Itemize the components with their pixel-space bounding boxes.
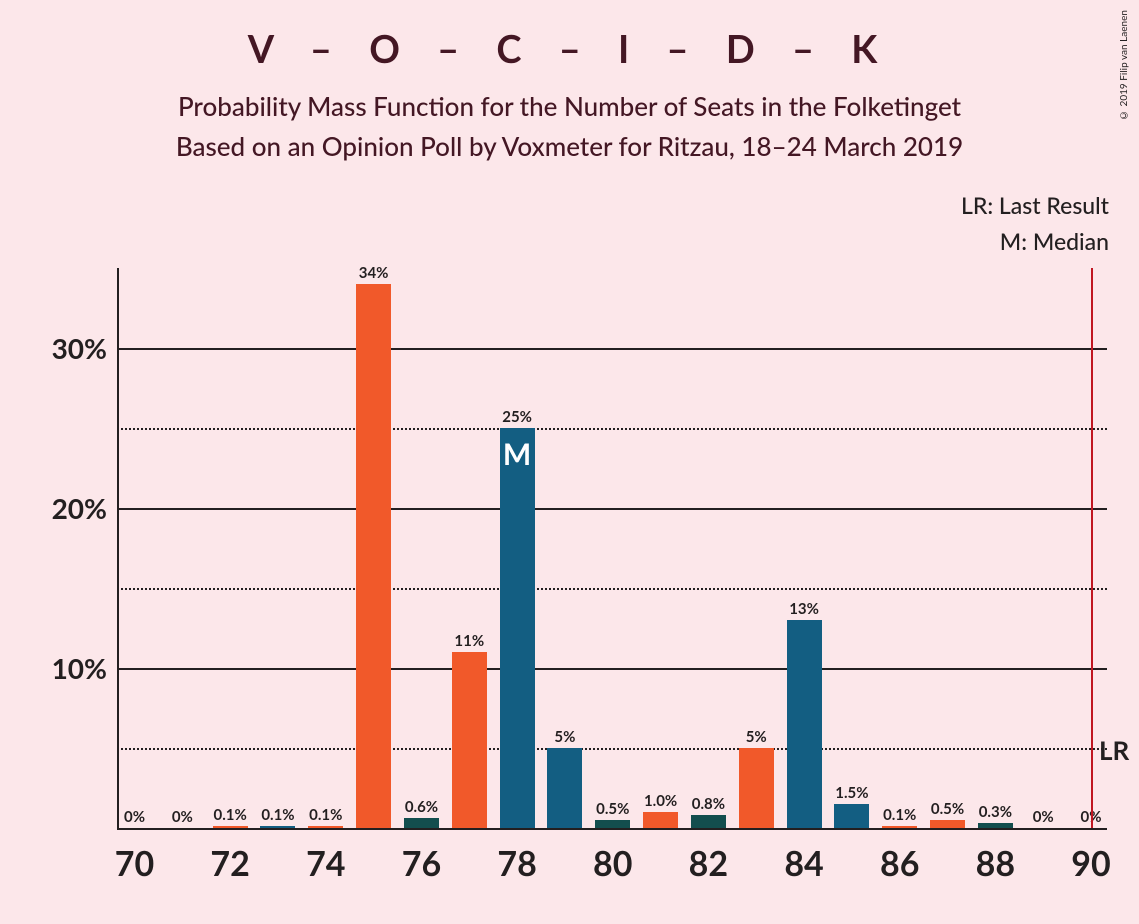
bar	[643, 812, 678, 828]
gridline-major	[117, 348, 1107, 350]
x-axis-baseline	[117, 828, 1107, 830]
y-axis-label: 30%	[52, 331, 107, 365]
gridline-minor	[117, 428, 1107, 430]
bar-value-label: 0.1%	[309, 806, 342, 824]
legend: LR: Last Result M: Median	[961, 188, 1109, 259]
bar-value-label: 1.0%	[644, 792, 677, 810]
bar-value-label: 0.1%	[261, 806, 294, 824]
gridline-minor	[117, 588, 1107, 590]
chart-area: 10%20%30%70727476788082848688900%0%0.1%0…	[117, 268, 1107, 828]
bar-value-label: 0.6%	[405, 798, 438, 816]
bar	[452, 652, 487, 828]
bar	[739, 748, 774, 828]
bar	[930, 820, 965, 828]
median-marker: M	[503, 436, 531, 472]
subtitle-line-2: Based on an Opinion Poll by Voxmeter for…	[0, 126, 1139, 166]
bar-value-label: 0%	[1033, 808, 1054, 826]
bar-value-label: 0.3%	[979, 803, 1012, 821]
y-axis-label: 10%	[52, 651, 107, 685]
bar-value-label: 25%	[502, 408, 532, 426]
bar-value-label: 5%	[554, 728, 575, 746]
bar-value-label: 5%	[746, 728, 767, 746]
bar	[595, 820, 630, 828]
bar	[356, 284, 391, 828]
gridline-major	[117, 668, 1107, 670]
bar-value-label: 0.5%	[931, 800, 964, 818]
bar	[213, 826, 248, 828]
x-axis-label: 82	[689, 843, 728, 884]
bar	[787, 620, 822, 828]
bar-value-label: 0.8%	[692, 795, 725, 813]
bar	[882, 826, 917, 828]
gridline-major	[117, 508, 1107, 510]
chart-title: V – O – C – I – D – K	[0, 0, 1139, 72]
lr-label: LR	[1099, 734, 1129, 766]
legend-m: M: Median	[961, 224, 1109, 260]
gridline-minor	[117, 748, 1107, 750]
bar-value-label: 34%	[359, 264, 389, 282]
y-axis	[117, 268, 119, 828]
bar-value-label: 0%	[124, 808, 145, 826]
x-axis-label: 72	[210, 843, 249, 884]
bar	[547, 748, 582, 828]
bar-value-label: 13%	[789, 600, 819, 618]
x-axis-label: 88	[976, 843, 1015, 884]
bar	[834, 804, 869, 828]
bar-value-label: 0.1%	[214, 806, 247, 824]
x-axis-label: 70	[115, 843, 154, 884]
bar-value-label: 1.5%	[835, 784, 868, 802]
x-axis-label: 84	[784, 843, 823, 884]
bar	[978, 823, 1013, 828]
bar-value-label: 11%	[454, 632, 484, 650]
x-axis-label: 76	[402, 843, 441, 884]
legend-lr: LR: Last Result	[961, 188, 1109, 224]
bar	[260, 826, 295, 828]
bar	[404, 818, 439, 828]
x-axis-label: 74	[306, 843, 345, 884]
bar	[691, 815, 726, 828]
copyright-text: © 2019 Filip van Laenen	[1118, 10, 1130, 121]
y-axis-label: 20%	[52, 491, 107, 525]
bar-value-label: 0.5%	[596, 800, 629, 818]
x-axis-label: 86	[880, 843, 919, 884]
chart-subtitle: Probability Mass Function for the Number…	[0, 86, 1139, 167]
x-axis-label: 80	[593, 843, 632, 884]
x-axis-label: 90	[1071, 843, 1110, 884]
lr-line	[1091, 268, 1093, 828]
bar-value-label: 0.1%	[883, 806, 916, 824]
bar	[500, 428, 535, 828]
bar-value-label: 0%	[172, 808, 193, 826]
bar	[308, 826, 343, 828]
subtitle-line-1: Probability Mass Function for the Number…	[0, 86, 1139, 126]
x-axis-label: 78	[497, 843, 536, 884]
